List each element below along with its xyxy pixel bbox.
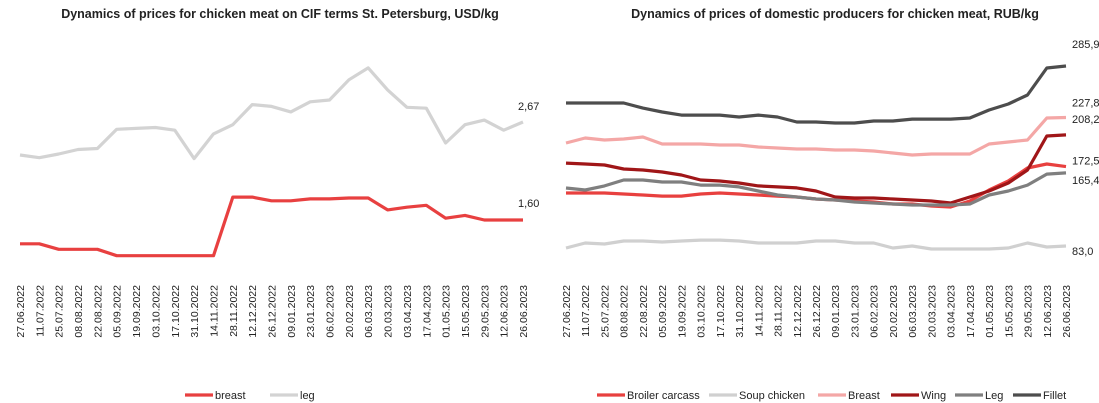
legend-label: Breast	[848, 390, 880, 402]
x-tick-label: 27.06.2022	[561, 285, 573, 338]
value-label: 2,67	[518, 101, 539, 113]
x-tick-label: 03.04.2023	[946, 285, 958, 338]
x-tick-label: 14.11.2022	[753, 285, 765, 337]
x-tick-label: 05.09.2022	[112, 285, 124, 338]
value-label: 227,8	[1072, 98, 1099, 110]
series-line	[565, 171, 1067, 207]
x-tick-label: 26.06.2023	[1061, 285, 1073, 338]
x-tick-label: 22.08.2022	[638, 285, 650, 338]
x-tick-label: 31.10.2022	[189, 285, 201, 338]
x-tick-label: 12.12.2022	[247, 285, 259, 338]
x-tick-label: 28.11.2022	[773, 285, 785, 337]
x-tick-label: 22.08.2022	[92, 285, 104, 338]
legend-label: Broiler carcass	[627, 390, 700, 402]
legend-label: Wing	[921, 390, 946, 402]
x-tick-label: 25.07.2022	[54, 285, 66, 338]
x-tick-label: 14.11.2022	[208, 285, 220, 337]
x-tick-label: 06.03.2023	[907, 285, 919, 338]
x-tick-label: 08.08.2022	[73, 285, 85, 338]
series-line	[19, 66, 524, 161]
x-tick-label: 03.04.2023	[402, 285, 414, 338]
x-tick-label: 20.03.2023	[926, 285, 938, 338]
x-tick-label: 01.05.2023	[984, 285, 996, 338]
legend-label: Soup chicken	[739, 390, 805, 402]
x-tick-label: 26.12.2022	[267, 285, 279, 338]
x-tick-label: 17.04.2023	[421, 285, 433, 338]
value-label: 285,9	[1072, 39, 1099, 51]
series-line	[20, 195, 523, 258]
value-label: 83,0	[1072, 246, 1093, 258]
x-tick-label: 17.10.2022	[170, 285, 182, 338]
x-tick-label: 11.07.2022	[580, 285, 592, 337]
x-tick-label: 01.05.2023	[441, 285, 453, 338]
x-tick-label: 06.02.2023	[325, 285, 337, 338]
value-label: 172,5	[1072, 156, 1099, 168]
legend-label: Fillet	[1043, 390, 1066, 402]
x-tick-label: 23.01.2023	[849, 285, 861, 338]
x-tick-label: 15.05.2023	[460, 285, 472, 338]
x-tick-label: 05.09.2022	[657, 285, 669, 338]
x-tick-label: 29.05.2023	[479, 285, 491, 338]
legend-label: leg	[300, 390, 315, 402]
x-tick-label: 12.12.2022	[792, 285, 804, 338]
legend-label: breast	[215, 390, 246, 402]
x-tick-label: 03.10.2022	[150, 285, 162, 338]
x-tick-label: 31.10.2022	[734, 285, 746, 338]
series-line	[565, 133, 1067, 205]
x-tick-label: 20.02.2023	[888, 285, 900, 338]
value-label: 208,2	[1072, 114, 1099, 126]
x-tick-label: 11.07.2022	[34, 285, 46, 337]
x-tick-label: 26.06.2023	[518, 285, 530, 338]
x-tick-label: 06.03.2023	[363, 285, 375, 338]
x-tick-label: 23.01.2023	[305, 285, 317, 338]
x-tick-label: 19.09.2022	[131, 285, 143, 338]
x-tick-label: 17.04.2023	[965, 285, 977, 338]
x-tick-label: 03.10.2022	[696, 285, 708, 338]
series-line	[565, 115, 1067, 157]
x-tick-label: 17.10.2022	[715, 285, 727, 338]
x-tick-label: 28.11.2022	[228, 285, 240, 337]
x-tick-label: 09.01.2023	[286, 285, 298, 338]
x-tick-label: 29.05.2023	[1023, 285, 1035, 338]
x-tick-label: 12.06.2023	[1042, 285, 1054, 338]
chart-title: Dynamics of prices for chicken meat on C…	[61, 7, 499, 21]
value-label: 165,4	[1072, 175, 1099, 187]
chart-title: Dynamics of prices of domestic producers…	[631, 7, 1039, 21]
value-label: 1,60	[518, 198, 539, 210]
x-tick-label: 26.12.2022	[811, 285, 823, 338]
x-tick-label: 15.05.2023	[1003, 285, 1015, 338]
legend-label: Leg	[985, 390, 1003, 402]
x-tick-label: 09.01.2023	[830, 285, 842, 338]
series-line	[566, 64, 1067, 125]
x-tick-label: 19.09.2022	[676, 285, 688, 338]
x-tick-label: 27.06.2022	[15, 285, 27, 338]
x-tick-label: 20.03.2023	[383, 285, 395, 338]
x-tick-label: 12.06.2023	[499, 285, 511, 338]
x-tick-label: 08.08.2022	[619, 285, 631, 338]
x-tick-label: 25.07.2022	[599, 285, 611, 338]
x-tick-label: 06.02.2023	[869, 285, 881, 338]
series-line	[565, 238, 1067, 251]
x-tick-label: 20.02.2023	[344, 285, 356, 338]
